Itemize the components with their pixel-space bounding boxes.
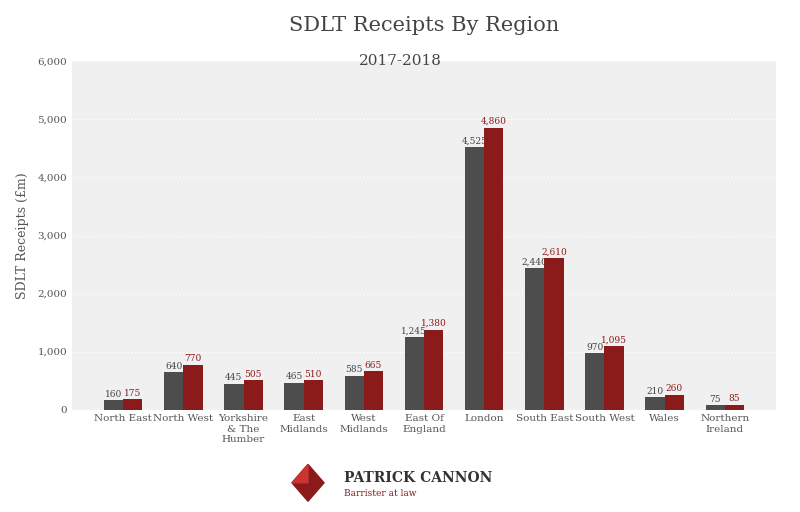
Text: 1,095: 1,095 (601, 335, 627, 345)
Bar (725, 404, 744, 410)
Text: 465: 465 (286, 372, 302, 381)
Bar (646, 397, 665, 410)
Text: 75: 75 (710, 395, 721, 404)
Bar (424, 330, 443, 410)
Text: 770: 770 (184, 354, 202, 364)
Text: 2,440: 2,440 (522, 258, 547, 267)
Bar (605, 346, 624, 410)
Bar (465, 147, 484, 410)
Text: 640: 640 (165, 362, 182, 371)
Bar (364, 371, 383, 410)
Text: 1,380: 1,380 (421, 319, 446, 328)
Bar (183, 365, 202, 410)
Text: PATRICK CANNON: PATRICK CANNON (344, 471, 492, 485)
Bar (345, 376, 364, 410)
Text: 445: 445 (226, 373, 242, 382)
Text: Barrister at law: Barrister at law (344, 488, 417, 498)
Bar (706, 405, 725, 410)
Bar (164, 372, 183, 410)
Text: 505: 505 (245, 370, 262, 379)
Bar (544, 258, 563, 410)
Text: 970: 970 (586, 343, 603, 352)
Text: 4,525: 4,525 (462, 137, 487, 145)
Text: 210: 210 (646, 387, 663, 396)
Bar (104, 400, 123, 410)
Text: 4,860: 4,860 (481, 117, 506, 126)
Title: SDLT Receipts By Region: SDLT Receipts By Region (289, 16, 559, 35)
Text: 585: 585 (346, 365, 363, 374)
Text: 260: 260 (666, 384, 682, 393)
Bar (586, 353, 605, 410)
Text: 1,245: 1,245 (402, 327, 427, 336)
Text: 510: 510 (305, 370, 322, 378)
Text: 2017-2018: 2017-2018 (358, 54, 442, 68)
Bar (123, 399, 142, 410)
Text: 85: 85 (729, 394, 740, 403)
Bar (665, 395, 684, 410)
Y-axis label: SDLT Receipts (£m): SDLT Receipts (£m) (16, 172, 29, 299)
Bar (405, 337, 424, 410)
Text: 2,610: 2,610 (541, 248, 566, 257)
Text: 175: 175 (124, 389, 142, 398)
Bar (285, 382, 304, 410)
Bar (224, 384, 243, 410)
Text: 665: 665 (365, 360, 382, 370)
Bar (525, 268, 544, 410)
Bar (484, 127, 503, 410)
Text: 160: 160 (105, 390, 122, 399)
Bar (304, 380, 323, 410)
Bar (243, 380, 262, 410)
